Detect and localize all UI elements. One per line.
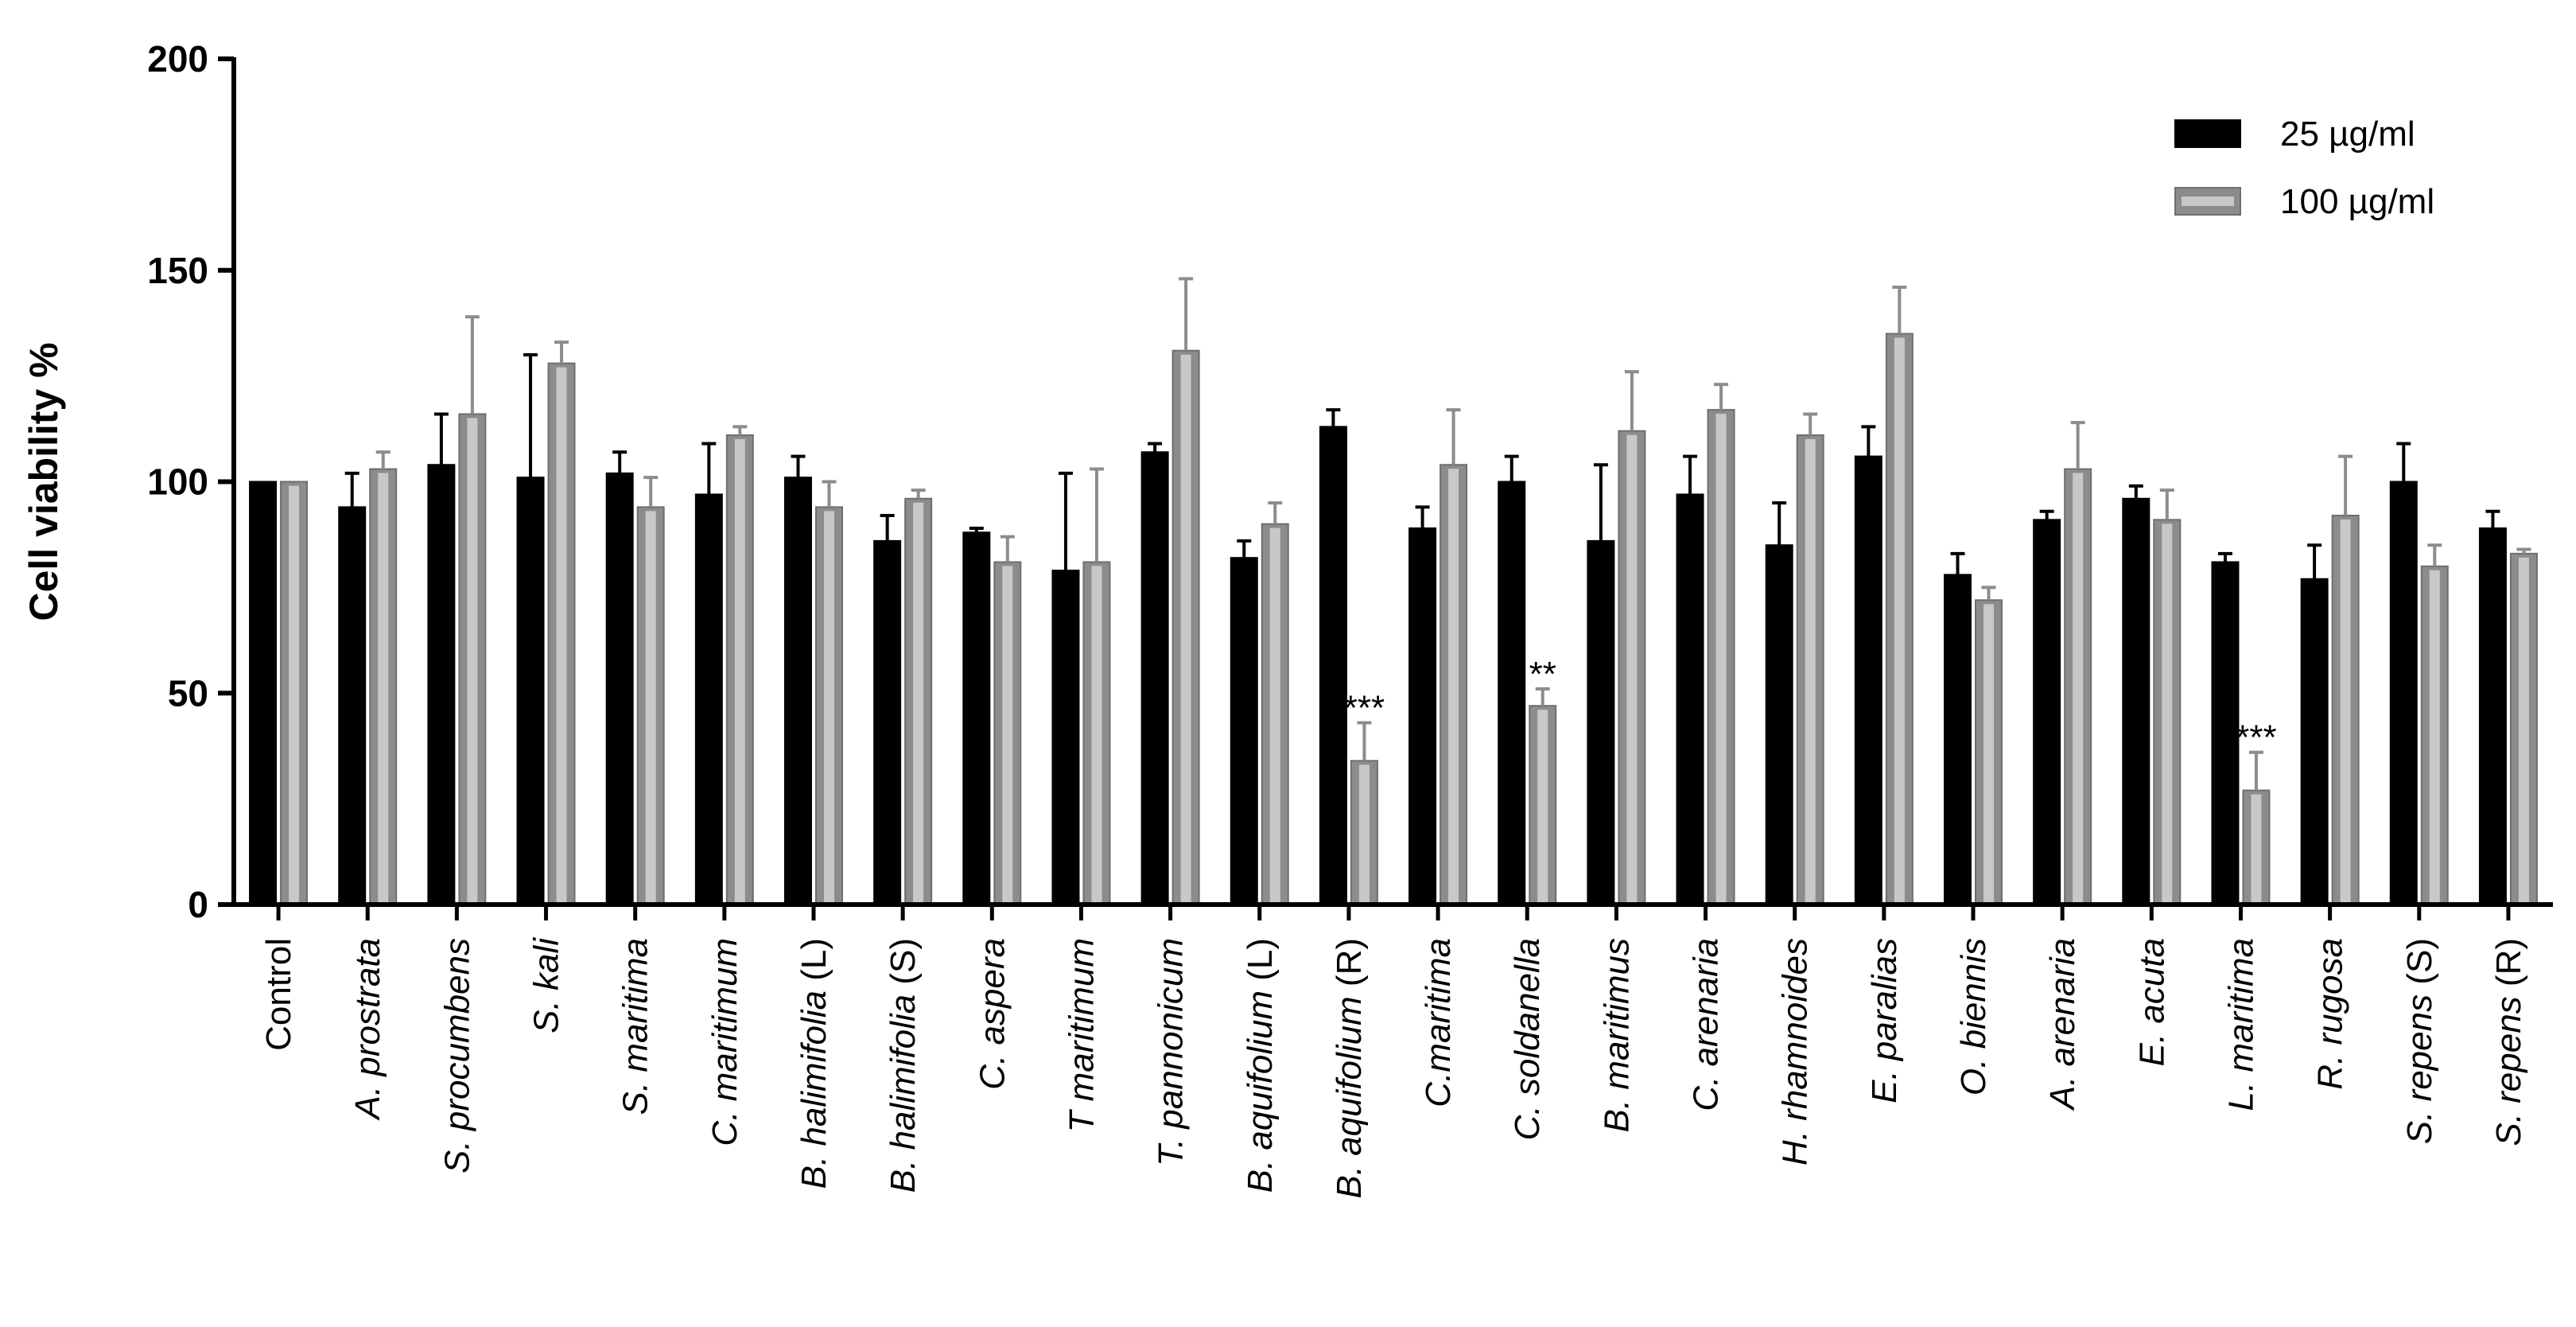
x-tick-label: L. maritima <box>2221 938 2260 1111</box>
bar-highlight <box>1269 527 1280 902</box>
bar-25-8 <box>962 531 991 906</box>
bar-25-24 <box>2389 481 2418 905</box>
bar-highlight <box>1983 604 1994 902</box>
bar-25-11 <box>1230 557 1258 905</box>
x-tick-label: B. halimifolia (S) <box>884 938 923 1193</box>
bar-25-23 <box>2300 578 2329 905</box>
bar-highlight <box>2162 523 2173 902</box>
x-tick-label: H. rhamnoides <box>1776 938 1815 1166</box>
legend-swatch-highlight <box>2182 197 2234 206</box>
bar-highlight <box>1537 710 1548 902</box>
bar-highlight <box>734 439 745 902</box>
y-axis-label: Cell viability % <box>21 342 66 621</box>
bar-25-3 <box>516 477 545 905</box>
bar-25-10 <box>1140 451 1169 905</box>
bar-highlight <box>1002 566 1013 902</box>
bar-highlight <box>2340 520 2351 902</box>
bar-25-17 <box>1765 544 1793 905</box>
bar-25-1 <box>338 506 367 905</box>
bar-highlight <box>824 511 834 902</box>
bar-highlight <box>1715 414 1727 902</box>
bar-25-5 <box>694 493 723 905</box>
x-tick-label: S. procumbens <box>437 938 476 1173</box>
x-tick-label: C.maritima <box>1419 938 1458 1107</box>
bar-25-25 <box>2478 527 2507 906</box>
bar-highlight <box>556 367 567 902</box>
x-tick-label: S. maritima <box>616 938 655 1115</box>
bar-highlight <box>1894 337 1905 903</box>
bar-25-19 <box>1944 574 1972 905</box>
x-tick-label: T. pannonicum <box>1152 938 1191 1166</box>
bar-25-20 <box>2033 519 2061 906</box>
y-axis: 0 50 100 150 200 <box>147 38 236 925</box>
bar-25-0 <box>249 481 278 905</box>
x-axis: Control A. prostrata S. procumbens S. kali S… <box>231 902 2553 1199</box>
y-tick-label: 100 <box>147 461 208 503</box>
x-tick-label: T maritimum <box>1062 938 1101 1132</box>
bar-highlight <box>645 511 656 902</box>
x-tick-label: A. prostrata <box>348 938 387 1121</box>
x-tick-label: S. kali <box>527 937 566 1033</box>
x-tick-label: A. arenaria <box>2043 938 2082 1111</box>
y-tick-label: 0 <box>188 884 208 925</box>
bar-25-6 <box>784 477 812 905</box>
bars: ******** <box>249 277 2538 906</box>
x-tick-label: B. halimifolia (L) <box>795 938 833 1189</box>
bar-highlight <box>467 418 478 902</box>
x-tick-label: C. maritimum <box>705 938 744 1146</box>
x-tick-label: C. soldanella <box>1508 938 1547 1140</box>
bar-highlight <box>2251 794 2262 902</box>
significance-marker: *** <box>2236 718 2276 757</box>
bar-25-18 <box>1854 455 1882 905</box>
bar-25-2 <box>427 464 456 905</box>
x-tick-label: E. acuta <box>2132 938 2171 1066</box>
x-tick-label: B. aquifolium (L) <box>1241 938 1280 1193</box>
bar-highlight <box>1180 354 1191 902</box>
bar-highlight <box>2073 473 2084 902</box>
x-tick-label: B. aquifolium (R) <box>1330 938 1369 1199</box>
bar-25-22 <box>2211 561 2240 905</box>
x-tick-label: C. aspera <box>973 938 1012 1090</box>
bar-highlight <box>1805 439 1816 902</box>
x-tick-label: S. repens (S) <box>2400 938 2439 1144</box>
x-tick-label: O. biennis <box>1954 938 1993 1095</box>
bar-highlight <box>913 502 924 902</box>
y-tick-label: 200 <box>147 38 208 80</box>
bar-25-7 <box>873 539 902 905</box>
significance-marker: *** <box>1344 688 1385 727</box>
bar-25-12 <box>1319 426 1347 905</box>
bar-25-14 <box>1498 481 1526 905</box>
legend-label: 100 µg/ml <box>2280 182 2434 221</box>
bar-25-9 <box>1051 570 1080 905</box>
x-tick-label: C. arenaria <box>1687 938 1726 1111</box>
bar-25-16 <box>1676 493 1704 905</box>
x-tick-label: E. paralias <box>1865 938 1904 1103</box>
y-tick-label: 50 <box>168 672 208 714</box>
y-tick-label: 150 <box>147 250 208 291</box>
bar-highlight <box>1626 434 1638 902</box>
bar-25-15 <box>1587 539 1615 905</box>
bar-highlight <box>2518 557 2529 902</box>
bar-highlight <box>289 485 300 902</box>
bar-highlight <box>2429 570 2440 902</box>
bar-25-21 <box>2122 497 2151 905</box>
bar-25-13 <box>1408 527 1437 906</box>
legend-label: 25 µg/ml <box>2280 115 2415 154</box>
x-tick-label: R. rugosa <box>2311 938 2350 1090</box>
legend-swatch <box>2174 119 2241 148</box>
legend: 25 µg/ml 100 µg/ml <box>2174 115 2434 221</box>
bar-25-4 <box>605 472 634 905</box>
x-tick-label: Control <box>259 938 298 1051</box>
x-tick-label: S. repens (R) <box>2489 938 2528 1146</box>
bar-highlight <box>1091 566 1102 902</box>
bar-highlight <box>1358 765 1370 902</box>
bar-highlight <box>1448 469 1459 902</box>
x-tick-label: B. maritimus <box>1597 938 1636 1132</box>
significance-marker: ** <box>1529 655 1556 694</box>
bar-highlight <box>378 473 389 902</box>
